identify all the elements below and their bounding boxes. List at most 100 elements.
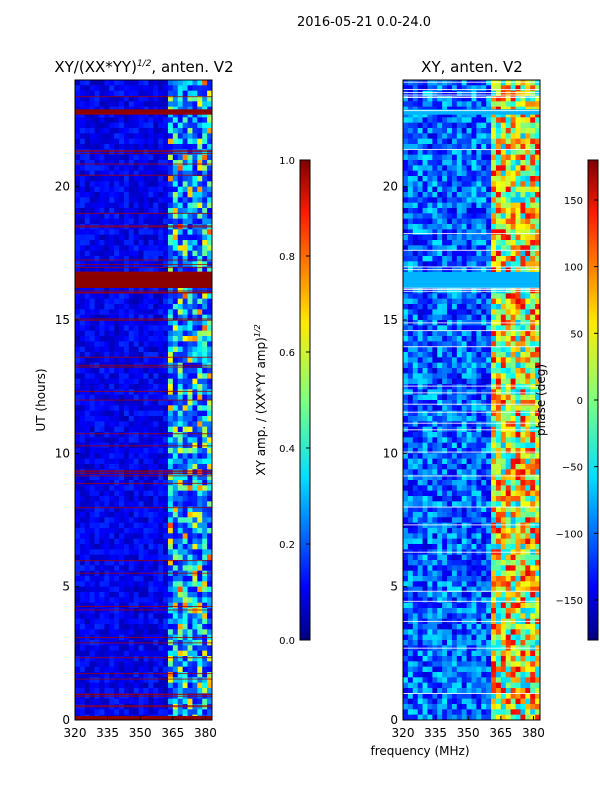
left-heatmap-cell — [119, 379, 124, 385]
right-heatmap-cell — [403, 256, 408, 262]
left-heatmap-cell — [192, 160, 197, 166]
figure-suptitle: 2016-05-21 0.0-24.0 — [297, 15, 431, 30]
right-heatmap-cell — [403, 251, 408, 257]
left-heatmap-cell — [124, 213, 129, 219]
left-heatmap-cell — [144, 117, 149, 123]
left-heatmap-cell — [144, 240, 149, 246]
left-heatmap-cell — [197, 592, 202, 598]
left-heatmap-cell — [188, 341, 193, 347]
left-heatmap-cell — [99, 416, 104, 422]
left-heatmap-cell — [85, 645, 90, 651]
left-heatmap-cell — [139, 592, 144, 598]
right-heatmap-cell — [408, 373, 413, 379]
left-heatmap-cell — [192, 304, 197, 310]
right-heatmap-cell — [413, 261, 418, 267]
left-heatmap-cell — [119, 347, 124, 353]
right-heatmap-cell — [506, 85, 511, 91]
right-heatmap-cell — [442, 197, 447, 203]
left-heatmap-cell — [134, 597, 139, 603]
left-heatmap-cell — [153, 677, 158, 683]
left-heatmap-cell — [202, 677, 207, 683]
left-heatmap-cell — [173, 400, 178, 406]
left-heatmap-cell — [85, 485, 90, 491]
left-heatmap-cell — [95, 293, 100, 299]
left-heatmap-cell — [192, 629, 197, 635]
left-heatmap-cell — [139, 448, 144, 454]
right-heatmap-cell — [520, 336, 525, 342]
left-heatmap-cell — [99, 427, 104, 433]
left-heatmap-cell — [124, 581, 129, 587]
right-heatmap-cell — [491, 341, 496, 347]
left-heatmap-cell — [75, 192, 80, 198]
right-heatmap-cell — [476, 261, 481, 267]
left-heatmap-cell — [183, 496, 188, 502]
right-heatmap-cell — [486, 315, 491, 321]
left-heatmap-cell — [80, 432, 85, 438]
left-heatmap-cell — [163, 155, 168, 161]
left-heatmap-cell — [188, 187, 193, 193]
left-heatmap-cell — [202, 416, 207, 422]
left-heatmap-cell — [134, 661, 139, 667]
left-heatmap-cell — [192, 421, 197, 427]
right-heatmap-cell — [442, 149, 447, 155]
left-heatmap-cell — [134, 373, 139, 379]
left-heatmap-cell — [75, 592, 80, 598]
right-heatmap-cell — [437, 85, 442, 91]
right-heatmap-cell — [486, 155, 491, 161]
right-heatmap-cell — [418, 117, 423, 123]
right-heatmap-cell — [408, 240, 413, 246]
left-heatmap-cell — [197, 91, 202, 97]
left-heatmap-cell — [153, 597, 158, 603]
left-heatmap-cell — [148, 501, 153, 507]
right-heatmap-cell — [481, 149, 486, 155]
left-heatmap-cell — [197, 517, 202, 523]
right-heatmap-cell — [530, 251, 535, 257]
left-heatmap-cell — [109, 555, 114, 561]
left-heatmap-cell — [90, 256, 95, 262]
right-heatmap-cell — [457, 208, 462, 214]
left-heatmap-cell — [183, 432, 188, 438]
left-heatmap-cell — [75, 587, 80, 593]
left-heatmap-cell — [90, 395, 95, 401]
left-heatmap-cell — [148, 480, 153, 486]
left-heatmap-cell — [197, 384, 202, 390]
left-heatmap-cell — [168, 251, 173, 257]
left-heatmap-cell — [148, 597, 153, 603]
left-heatmap-cell — [148, 219, 153, 225]
right-heatmap-cell — [525, 101, 530, 107]
left-heatmap-cell — [80, 565, 85, 571]
left-heatmap-cell — [168, 485, 173, 491]
right-heatmap-cell — [427, 149, 432, 155]
right-heatmap-cell — [462, 208, 467, 214]
left-heatmap-cell — [173, 203, 178, 209]
left-heatmap-cell — [134, 699, 139, 705]
left-heatmap-cell — [134, 677, 139, 683]
right-heatmap-cell — [511, 144, 516, 150]
left-heatmap-cell — [173, 672, 178, 678]
left-heatmap-cell — [168, 677, 173, 683]
left-heatmap-cell — [119, 144, 124, 150]
left-heatmap-cell — [197, 549, 202, 555]
left-y-tick-label: 15 — [55, 313, 70, 327]
left-heatmap-cell — [192, 165, 197, 171]
left-heatmap-cell — [114, 149, 119, 155]
right-heatmap-cell — [408, 85, 413, 91]
left-heatmap-cell — [95, 651, 100, 657]
left-heatmap-cell — [134, 421, 139, 427]
left-heatmap-cell — [124, 437, 129, 443]
left-heatmap-cell — [163, 299, 168, 305]
right-heatmap-cell — [472, 144, 477, 150]
left-heatmap-cell — [99, 181, 104, 187]
left-heatmap-cell — [148, 315, 153, 321]
left-heatmap-cell — [114, 251, 119, 257]
right-heatmap-cell — [442, 315, 447, 321]
right-heatmap-cell — [520, 203, 525, 209]
left-heatmap-cell — [109, 491, 114, 497]
right-heatmap-cell — [427, 101, 432, 107]
right-heatmap-cell — [403, 165, 408, 171]
left-heatmap-cell — [114, 480, 119, 486]
right-heatmap-cell — [511, 149, 516, 155]
left-heatmap-cell — [80, 256, 85, 262]
right-heatmap-cell — [486, 336, 491, 342]
right-heatmap-cell — [486, 91, 491, 97]
